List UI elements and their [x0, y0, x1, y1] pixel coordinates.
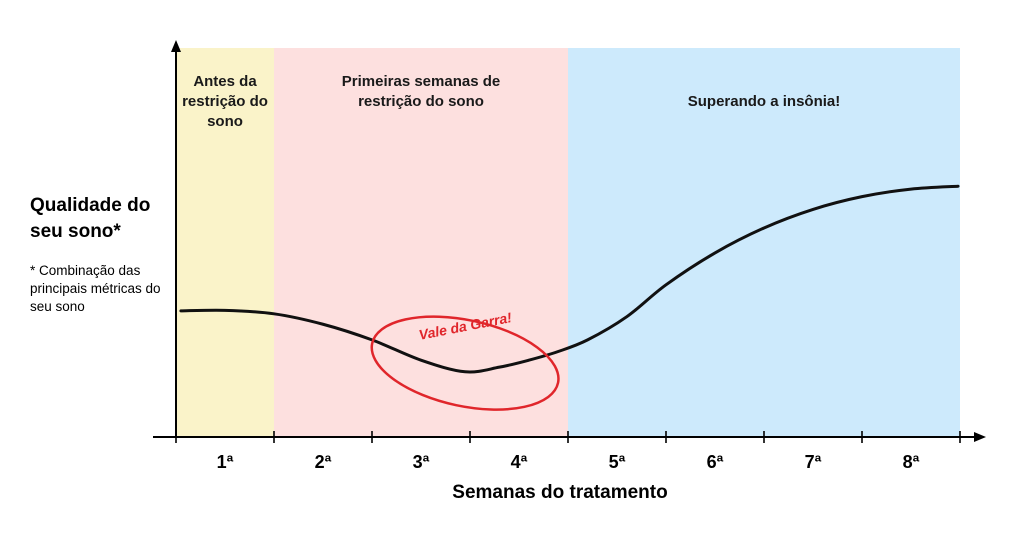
zones-layer — [176, 48, 960, 437]
curve-layer — [179, 184, 960, 374]
ticks-layer — [175, 431, 961, 443]
x-tick-label-5: 5ª — [608, 452, 626, 472]
y-axis-note: * Combinação das principais métricas do … — [30, 263, 161, 314]
x-tick-label-6: 6ª — [706, 452, 724, 472]
x-tick-label-8: 8ª — [902, 452, 920, 472]
x-tick-label-3: 3ª — [412, 452, 430, 472]
x-tick-label-7: 7ª — [804, 452, 822, 472]
y-axis-title: Qualidade do seu sono* — [30, 195, 151, 242]
axes-layer — [153, 40, 986, 442]
x-tick-label-1: 1ª — [216, 452, 234, 472]
zone-background-3 — [568, 48, 960, 437]
zone-background-1 — [176, 48, 274, 437]
x-axis-arrow — [974, 432, 986, 442]
x-axis-title: Semanas do tratamento — [452, 482, 668, 503]
quality-curve-1 — [179, 184, 960, 374]
x-tick-label-4: 4ª — [510, 452, 528, 472]
zone-label-3: Superando a insônia! — [687, 93, 841, 110]
zone-background-2 — [274, 48, 568, 437]
annotation-layer — [370, 315, 560, 411]
y-axis-arrow — [171, 40, 181, 52]
zone-label-1: Antes da restrição do sono — [182, 73, 268, 130]
zone-label-2: Primeiras semanas de restrição do sono — [341, 73, 501, 110]
x-tick-label-2: 2ª — [314, 452, 332, 472]
valley-annotation-circle — [370, 315, 560, 411]
